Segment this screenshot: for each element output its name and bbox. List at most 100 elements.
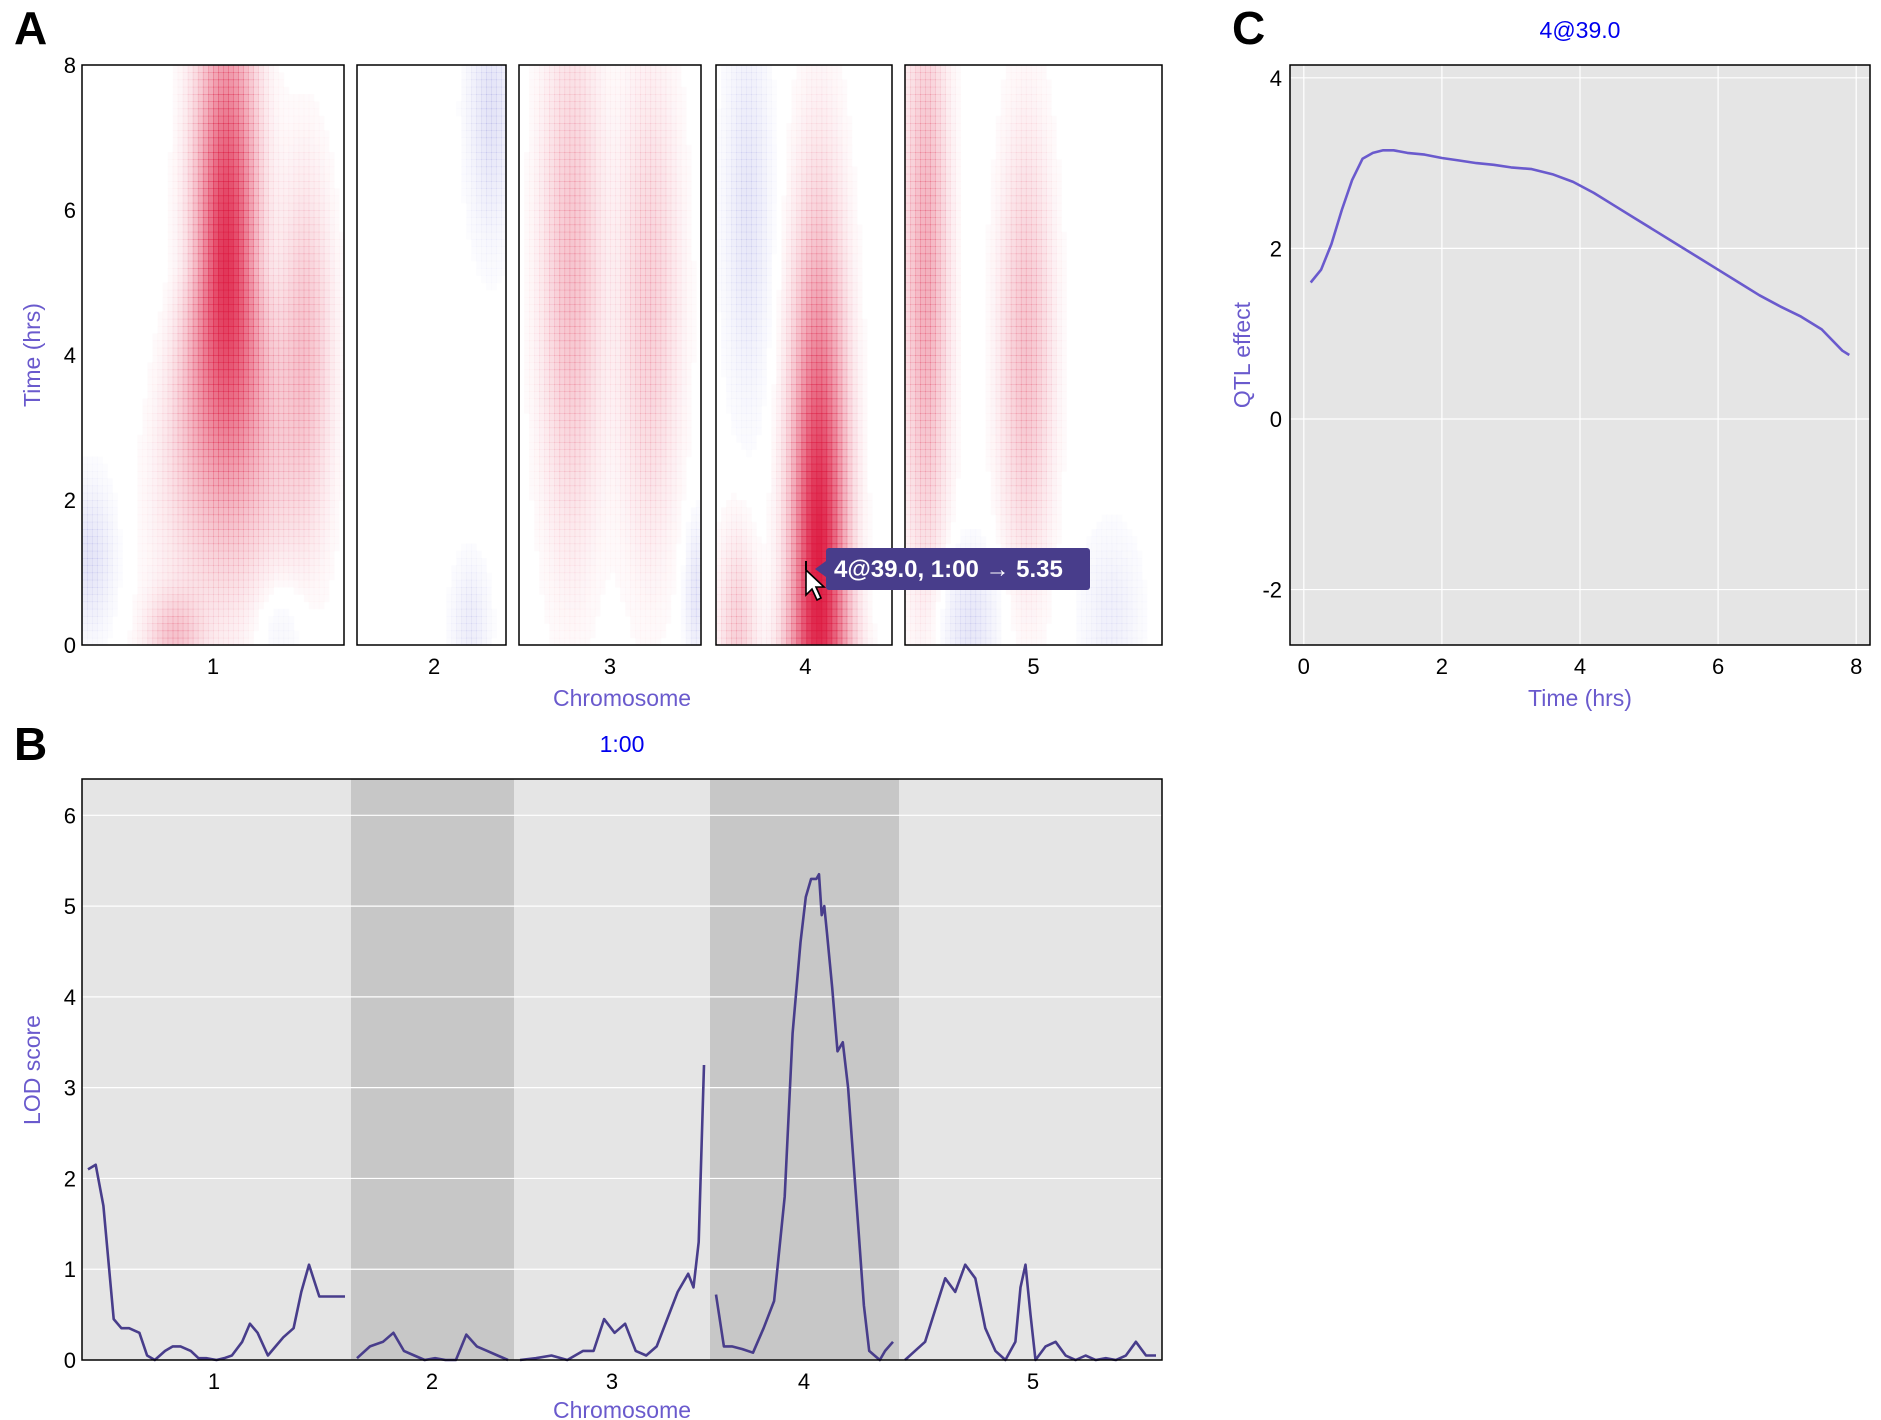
heatmap-cell: [615, 275, 621, 284]
heatmap-cell: [323, 340, 330, 349]
heatmap-cell: [152, 442, 159, 450]
heatmap-cell: [549, 507, 555, 516]
heatmap-cell: [223, 253, 229, 262]
heatmap-cell: [97, 492, 103, 501]
heatmap-cell: [278, 463, 285, 472]
heatmap-cell: [579, 318, 586, 327]
heatmap-cell: [243, 231, 249, 240]
heatmap-cell: [238, 159, 244, 168]
heatmap-cell: [476, 239, 482, 247]
heatmap-cell: [208, 347, 214, 356]
heatmap-cell: [496, 173, 502, 182]
heatmap-cell: [218, 173, 224, 182]
heatmap-cell: [258, 86, 264, 95]
heatmap-cell: [308, 521, 315, 530]
heatmap-cell: [253, 326, 259, 334]
heatmap-cell: [157, 369, 164, 378]
heatmap-cell: [213, 405, 219, 414]
heatmap-cell: [293, 275, 300, 284]
heatmap-cell: [313, 558, 320, 566]
heatmap-cell: [152, 601, 159, 610]
heatmap-cell: [466, 137, 472, 146]
heatmap-cell: [208, 260, 214, 269]
heatmap-cell: [589, 521, 596, 530]
heatmap-cell: [501, 202, 507, 211]
heatmap-cell: [630, 282, 636, 291]
heatmap-cell: [167, 529, 174, 537]
heatmap-cell: [539, 340, 545, 349]
heatmap-cell: [481, 137, 487, 146]
heatmap-cell: [253, 318, 259, 327]
heatmap-cell: [599, 333, 606, 342]
heatmap-cell: [213, 521, 219, 530]
heatmap-cell: [650, 543, 657, 552]
heatmap-cell: [308, 188, 315, 197]
heatmap-cell: [640, 333, 646, 342]
heatmap-cell: [313, 478, 320, 487]
heatmap-cell: [610, 427, 616, 436]
heatmap-cell: [620, 471, 626, 479]
heatmap-cell: [534, 369, 540, 378]
heatmap-cell: [328, 478, 335, 487]
heatmap-cell: [313, 362, 320, 371]
heatmap-cell: [167, 398, 174, 407]
heatmap-cell: [192, 181, 199, 189]
heatmap-cell: [223, 268, 229, 276]
heatmap-cell: [666, 616, 672, 624]
heatmap-cell: [670, 355, 677, 363]
heatmap-cell: [308, 529, 315, 537]
heatmap-cell: [228, 471, 234, 479]
heatmap-cell: [182, 210, 189, 218]
heatmap-cell: [162, 608, 169, 617]
heatmap-cell: [243, 492, 249, 501]
heatmap-cell: [223, 485, 229, 494]
heatmap-cell: [197, 268, 204, 276]
heatmap-cell: [308, 318, 315, 327]
heatmap-cell: [303, 449, 310, 458]
heatmap-cell: [584, 369, 591, 378]
heatmap-cell: [238, 623, 244, 632]
heatmap-cell: [202, 108, 209, 117]
heatmap-cell: [600, 536, 606, 544]
heatmap-cell: [273, 137, 280, 146]
heatmap-cell: [279, 72, 285, 80]
heatmap-cell: [539, 507, 545, 515]
heatmap-cell: [213, 507, 219, 516]
heatmap-cell: [187, 202, 194, 211]
heatmap-cell: [147, 637, 154, 646]
heatmap-cell: [208, 471, 214, 479]
heatmap-cell: [223, 210, 229, 218]
heatmap-cell: [152, 529, 159, 537]
heatmap-cell: [303, 181, 310, 189]
heatmap-cell: [640, 609, 646, 617]
heatmap-cell: [278, 478, 285, 487]
heatmap-cell: [192, 166, 199, 175]
heatmap-cell: [559, 514, 566, 523]
heatmap-cell: [82, 623, 88, 632]
heatmap-cell: [655, 405, 662, 414]
heatmap-cell: [496, 123, 502, 131]
heatmap-cell: [564, 572, 571, 581]
heatmap-cell: [318, 376, 325, 385]
heatmap-cell: [197, 65, 204, 73]
heatmap-cell: [318, 210, 325, 218]
heatmap-cell: [177, 485, 184, 494]
heatmap-cell: [143, 515, 149, 523]
heatmap-cell: [610, 536, 616, 544]
heatmap-cell: [228, 601, 234, 610]
heatmap-cell: [594, 347, 601, 356]
heatmap-cell: [564, 558, 571, 566]
heatmap-cell: [197, 311, 204, 320]
heatmap-cell: [167, 304, 174, 313]
heatmap-cell: [218, 94, 224, 102]
heatmap-cell: [645, 304, 652, 313]
heatmap-cell: [283, 355, 290, 363]
heatmap-cell: [318, 318, 325, 327]
heatmap-cell: [283, 558, 290, 566]
heatmap-cell: [559, 623, 565, 631]
heatmap-cell: [173, 167, 179, 175]
heatmap-cell: [574, 297, 581, 305]
heatmap-cell: [268, 514, 274, 523]
heatmap-cell: [218, 536, 224, 545]
heatmap-cell: [564, 282, 571, 291]
